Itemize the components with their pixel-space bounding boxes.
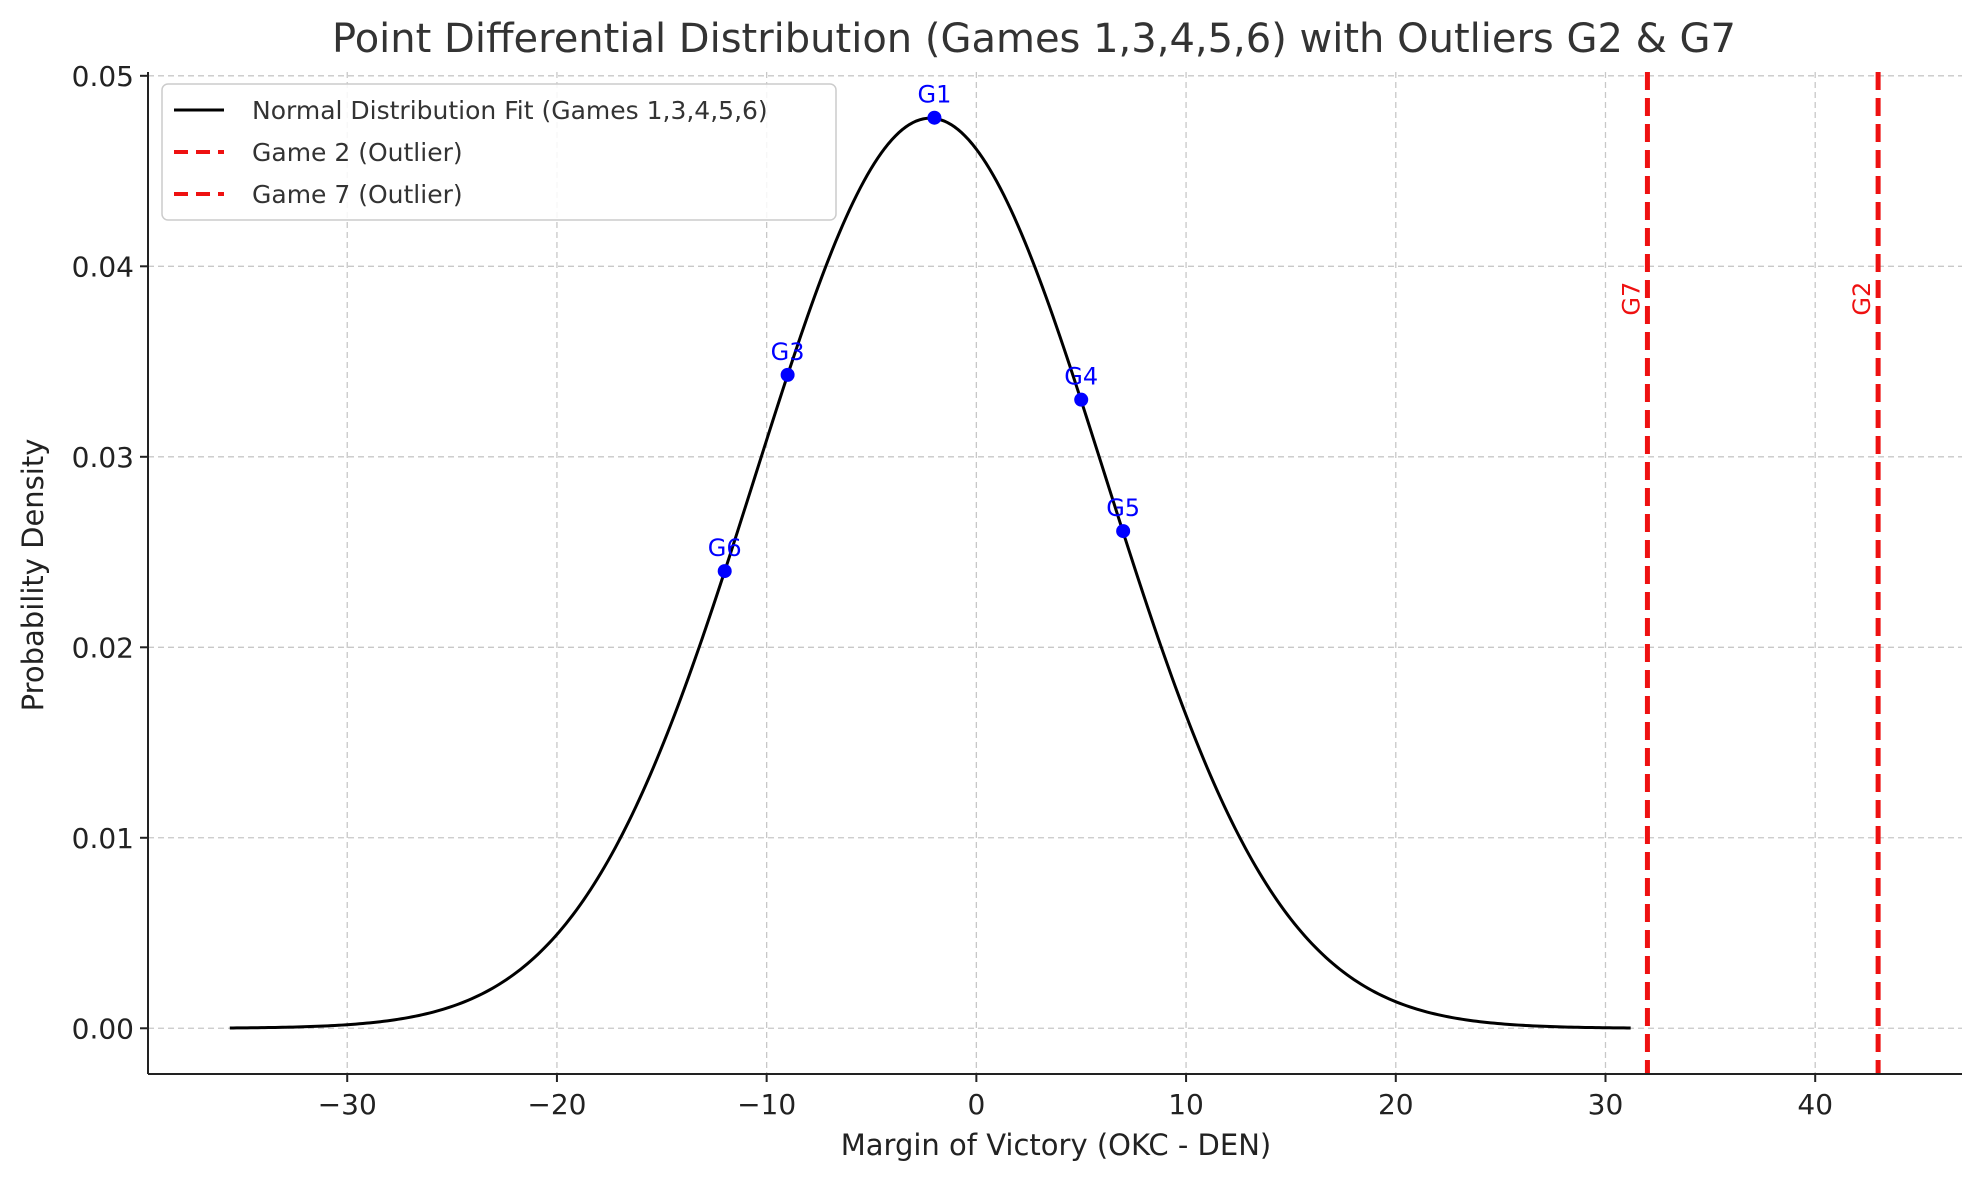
grid (148, 72, 1962, 1074)
y-axis-label: Probability Density (16, 439, 50, 712)
y-tick-label: 0.02 (72, 631, 134, 664)
outlier-label-g2: G2 (1848, 282, 1876, 316)
data-point-g6 (717, 564, 732, 579)
data-point-g3 (780, 367, 795, 382)
x-tick-label: 40 (1797, 1088, 1833, 1121)
legend-label: Game 2 (Outlier) (252, 138, 463, 167)
legend: Normal Distribution Fit (Games 1,3,4,5,6… (161, 83, 837, 221)
y-tick-label: 0.00 (72, 1012, 134, 1045)
series-layer: G2 G7 G1 G3 G4 G5 G6 (229, 72, 1881, 1074)
axes: −30 −20 −10 0 10 20 30 40 0.00 0.01 0.02 0.03 0.04 0.… (72, 60, 1962, 1121)
legend-label: Game 7 (Outlier) (252, 180, 463, 209)
legend-label: Normal Distribution Fit (Games 1,3,4,5,6… (252, 96, 768, 125)
data-point-g5 (1116, 524, 1131, 539)
x-tick-label: −20 (527, 1088, 586, 1121)
data-point-label-g6: G6 (708, 534, 742, 562)
x-axis-label: Margin of Victory (OKC - DEN) (841, 1128, 1271, 1162)
x-tick-label: −10 (737, 1088, 796, 1121)
x-tick-label: 10 (1168, 1088, 1204, 1121)
data-point-g1 (927, 110, 942, 125)
y-tick-label: 0.05 (72, 60, 134, 93)
data-point-label-g3: G3 (771, 338, 805, 366)
data-point-label-g4: G4 (1064, 363, 1098, 391)
data-point-label-g1: G1 (917, 81, 951, 109)
chart-title: Point Differential Distribution (Games 1… (332, 16, 1736, 62)
x-tick-label: 0 (967, 1088, 985, 1121)
outlier-label-g7: G7 (1617, 282, 1645, 316)
data-point-g4 (1074, 392, 1089, 407)
x-tick-label: 20 (1378, 1088, 1414, 1121)
y-tick-label: 0.03 (72, 441, 134, 474)
y-tick-label: 0.01 (72, 822, 134, 855)
x-tick-label: −30 (318, 1088, 377, 1121)
normal-fit-curve (229, 116, 1631, 1030)
x-tick-label: 30 (1588, 1088, 1624, 1121)
data-point-label-g5: G5 (1106, 494, 1140, 522)
legend-box (161, 83, 837, 221)
y-tick-label: 0.04 (72, 250, 134, 283)
